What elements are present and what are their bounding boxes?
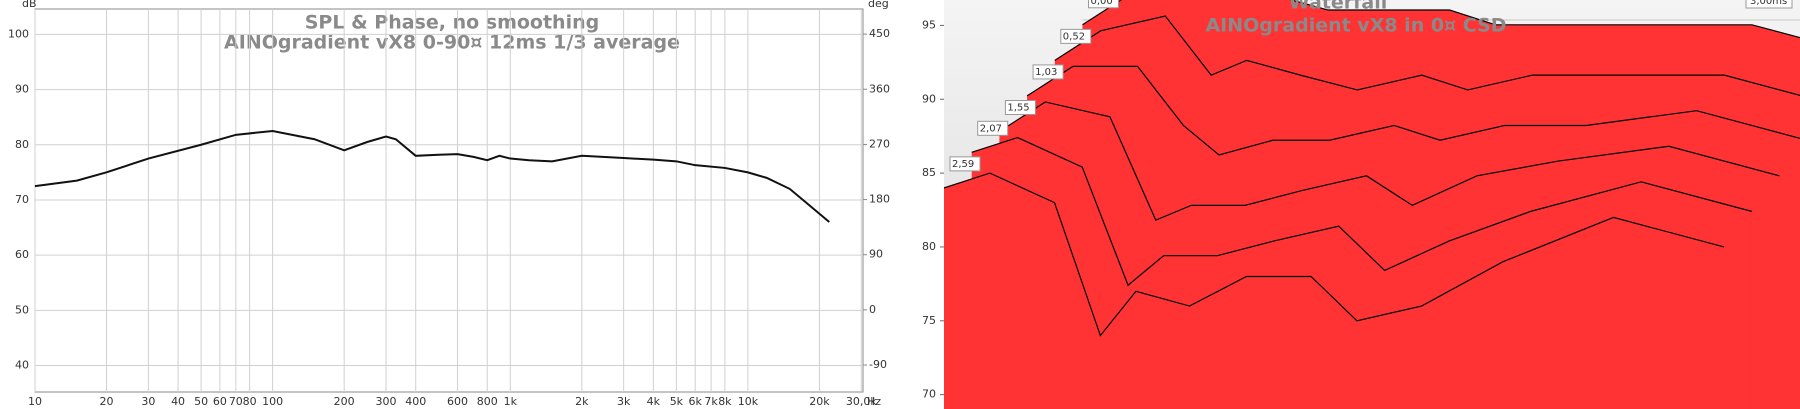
y-tick-label: 60 [15,248,29,261]
x-tick-label: 50 [194,395,208,408]
time-label-box [1745,0,1793,9]
x-tick-label: 2k [575,395,589,408]
y-tick-label: 75 [922,314,936,327]
x-tick-label: 8k [718,395,732,408]
chart-title: SPL & Phase, no smoothing [305,12,599,34]
x-tick-label: 30 [141,395,155,408]
x-tick-label: 600 [447,395,468,408]
x-tick-label: 60 [213,395,227,408]
x-tick-label: 10k [738,395,759,408]
time-label-box [1032,64,1064,80]
x-tick-label: 6k [689,395,703,408]
x-tick-label: 800 [477,395,498,408]
slice-line [1026,65,1800,156]
time-label: 1,03 [1035,67,1057,78]
x-tick-label: 10 [28,395,42,408]
x-tick-label: 1k [504,395,518,408]
chart-subtitle: AINOgradient vX8 in 0¤ CSD [1205,15,1506,37]
y-axis-label: dB [22,0,37,10]
time-label-box [1060,28,1092,44]
y2-tick-label: -90 [869,358,887,371]
x-tick-label: 100 [262,395,283,408]
time-label: 1,55 [1007,103,1029,114]
y-tick-label: 90 [922,92,936,105]
x-tick-label: 3k [617,395,631,408]
y-tick-label: 95 [922,18,936,31]
x-tick-label: 20k [809,395,830,408]
time-label-box [1004,100,1036,115]
time-label-box [1088,0,1119,9]
plot-area [34,8,864,393]
y-tick-label: 80 [15,138,29,151]
slice-fill [944,173,1724,409]
x-tick-label: 7k [704,395,718,408]
time-label: 2,59 [952,159,974,170]
chart-subtitle: AINOgradient vX8 0-90¤ 12ms 1/3 average [224,32,680,54]
slice-line [999,101,1780,221]
x-tick-label: 200 [334,395,355,408]
x-tick-label: 300 [376,395,397,408]
time-label: 0,52 [1063,31,1085,42]
time-label: 2,07 [980,123,1002,134]
y-tick-label: 50 [15,303,29,316]
spl-line [34,129,830,223]
slice-line [944,172,1725,337]
y-tick-label: 85 [922,166,936,179]
x-tick-label: 4k [647,395,661,408]
y-tick-label: 80 [922,240,936,253]
chart-title: Waterfall [1289,0,1388,14]
x-tick-label: 80 [243,395,257,408]
time-label: 0,00 [1091,0,1113,7]
y-tick-label: 70 [922,388,936,401]
y2-tick-label: 450 [869,27,890,40]
y-tick-label: 90 [15,83,29,96]
y-tick-label: 40 [15,359,29,372]
x-tick-label: 70 [229,395,243,408]
x-tick-label: 400 [405,395,426,408]
y-tick-label: 70 [15,193,29,206]
slice-line [971,136,1752,287]
y2-tick-label: 0 [869,303,876,316]
x-tick-label: 40 [171,395,185,408]
x-tick-label: 20 [100,395,114,408]
y-tick-label: 100 [8,27,29,40]
time-label-box [949,156,981,172]
x-axis-label: Hz [867,395,881,408]
time-label-box [977,120,1009,136]
y2-axis-label: deg [868,0,889,10]
y2-tick-label: 360 [869,82,890,95]
y2-tick-label: 270 [869,137,890,150]
slice-line [1082,0,1800,39]
time-end-label: 3,00ms [1750,0,1787,7]
y2-tick-label: 180 [869,193,890,206]
slice-line [1054,15,1800,96]
y2-tick-label: 90 [869,248,883,261]
x-tick-label: 5k [670,395,684,408]
waterfall-surface [944,0,1800,409]
x-tick-label: 30,0k [846,395,877,408]
